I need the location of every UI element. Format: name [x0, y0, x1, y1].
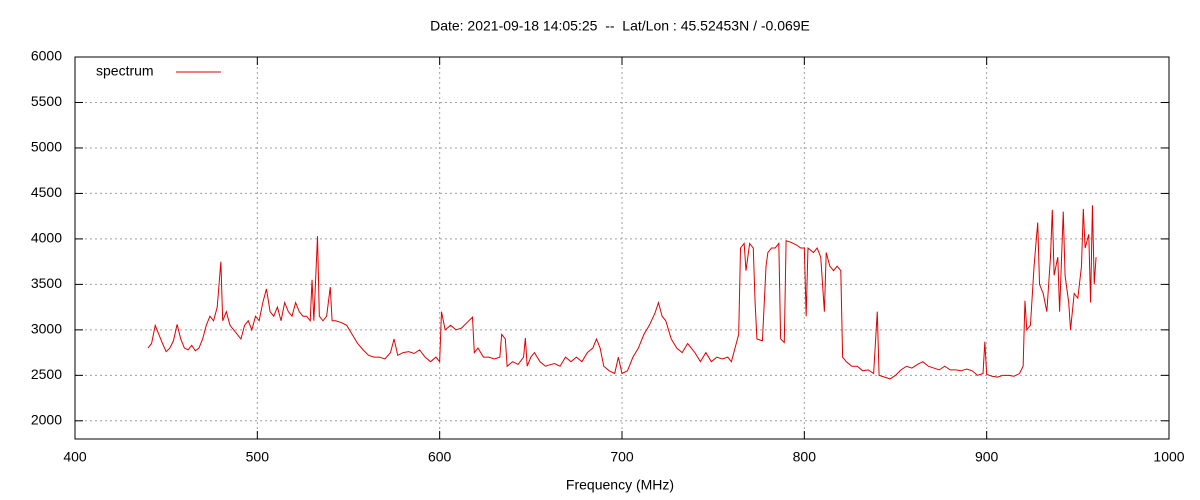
plot-frame: [74, 56, 1170, 440]
y-tick-label: 3500: [31, 275, 62, 291]
x-axis-label: Frequency (MHz): [566, 477, 674, 493]
y-tick-label: 4000: [31, 230, 62, 246]
x-tick-label: 400: [63, 449, 87, 465]
x-tick-label: 600: [428, 449, 452, 465]
spectrum-line: [147, 205, 1097, 380]
y-tick-label: 2500: [31, 366, 62, 382]
x-tick-label: 1000: [1153, 449, 1184, 465]
y-tick-label: 3000: [31, 321, 62, 337]
x-tick-label: 800: [793, 449, 817, 465]
chart-title: Date: 2021-09-18 14:05:25 -- Lat/Lon : 4…: [430, 18, 810, 34]
x-tick-label: 900: [975, 449, 999, 465]
x-tick-label: 500: [246, 449, 270, 465]
y-tick-label: 6000: [31, 48, 62, 64]
y-tick-label: 2000: [31, 412, 62, 428]
y-tick-label: 5000: [31, 139, 62, 155]
legend-label: spectrum: [96, 63, 154, 79]
y-tick-label: 5500: [31, 93, 62, 109]
y-tick-label: 4500: [31, 184, 62, 200]
x-tick-label: 700: [610, 449, 634, 465]
